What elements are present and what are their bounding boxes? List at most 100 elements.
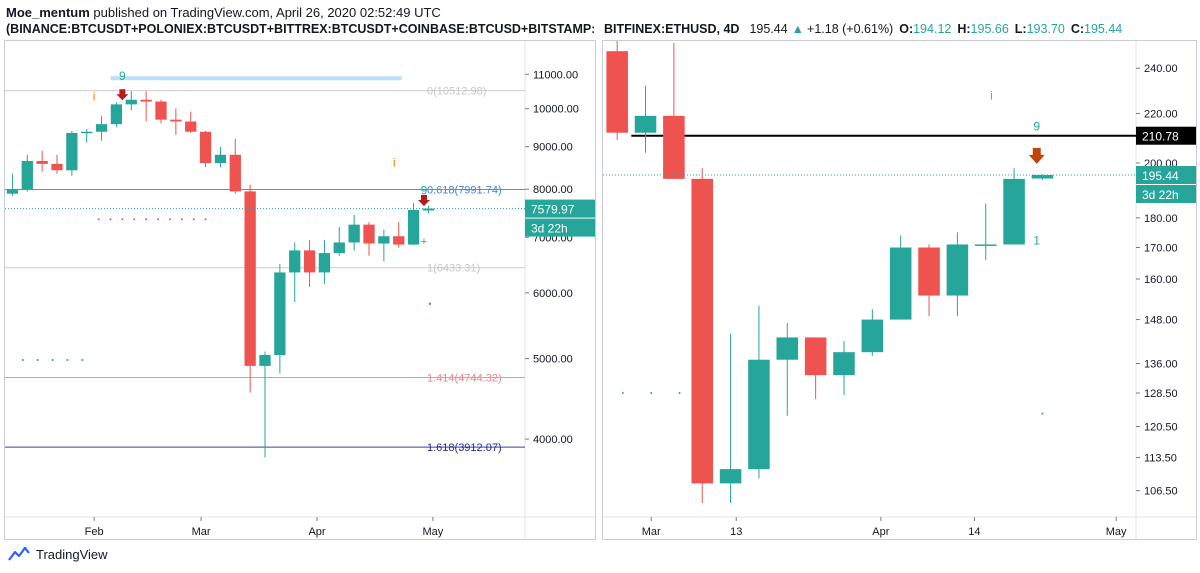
candle-body <box>155 101 167 120</box>
tradingview-logo-icon[interactable] <box>8 546 30 562</box>
candle-body <box>1031 175 1054 179</box>
candle-body <box>946 244 969 296</box>
candle-body <box>606 51 628 133</box>
candle-body <box>663 115 685 179</box>
y-tick-label: 220.00 <box>1144 108 1178 120</box>
high-label: H: <box>957 22 971 36</box>
candle-body <box>974 244 997 246</box>
eth-chart[interactable]: 106.50 113.50 120.50 128.50 136.00 148.00 160.… <box>603 41 1196 539</box>
y-tick-label: 9000.00 <box>533 142 573 154</box>
symbol-line: (BINANCE:BTCUSDT+POLONIEX:BTCUSDT+BITTRE… <box>6 21 1196 38</box>
x-tick-label: May <box>1106 526 1127 538</box>
dot-marker <box>97 218 100 221</box>
candle-body <box>363 224 375 244</box>
y-tick-label: 136.00 <box>1144 359 1178 371</box>
dot-marker <box>168 218 171 221</box>
fib-level-label: 0(10512.98) <box>427 86 486 98</box>
dot-marker <box>678 392 681 395</box>
dot-marker <box>81 359 84 362</box>
author-name[interactable]: Moe_mentum <box>6 5 90 20</box>
candle-body <box>918 247 940 296</box>
y-tick-label: 5000.00 <box>533 354 573 366</box>
level-price-label: 210.78 <box>1142 130 1179 144</box>
signal-marker: i <box>990 88 993 102</box>
candle-body <box>170 119 182 122</box>
candle-body <box>289 250 301 273</box>
candle-body <box>634 115 657 133</box>
chart-header: Moe_mentum published on TradingView.com,… <box>6 4 1196 38</box>
fib-level-label: 0.618(7991.74) <box>427 185 502 197</box>
signal-marker: i <box>393 155 396 169</box>
btc-chart-pane[interactable]: 4000.00 5000.00 6000.00 7000.00 8000.00 9000.… <box>4 40 596 540</box>
candle-body <box>51 163 63 171</box>
countdown-tag <box>525 218 595 237</box>
fib-level-label: 1.618(3912.07) <box>427 442 502 454</box>
x-tick-label: May <box>422 526 443 538</box>
high-value: 195.66 <box>970 22 1009 36</box>
x-tick-label: 13 <box>730 526 742 538</box>
publish-info: published on TradingView.com, April 26, … <box>93 5 441 20</box>
candle-body <box>804 337 827 376</box>
x-tick-label: Feb <box>85 526 104 538</box>
open-value: 194.12 <box>913 22 952 36</box>
plus-marker: + <box>421 236 427 248</box>
candle-body <box>333 242 345 254</box>
candle-body <box>407 210 420 245</box>
candle-body <box>185 121 197 132</box>
close-value: 195.44 <box>1084 22 1123 36</box>
candle-body <box>140 99 152 102</box>
candle-body <box>833 352 855 376</box>
x-tick-label: Apr <box>872 526 889 538</box>
right-symbol[interactable]: BITFINEX:ETHUSD, 4D <box>604 22 740 36</box>
candle-body <box>318 253 331 273</box>
candle-body <box>691 178 714 484</box>
dot-marker <box>36 359 39 362</box>
candle-body <box>889 247 912 320</box>
y-tick-label: 106.50 <box>1144 486 1178 498</box>
change-arrow-icon: ▲ <box>791 22 805 36</box>
y-tick-label: 11000.00 <box>533 69 578 81</box>
candle-body <box>719 469 742 484</box>
candle-body <box>303 250 316 273</box>
candle-body <box>214 154 227 164</box>
left-symbol[interactable]: (BINANCE:BTCUSDT+POLONIEX:BTCUSDT+BITTRE… <box>6 22 594 36</box>
candle-body <box>259 355 271 366</box>
dot-marker <box>145 218 148 221</box>
y-tick-label: 120.50 <box>1144 421 1178 433</box>
y-tick-label: 170.00 <box>1144 243 1178 255</box>
candle-body <box>1003 178 1025 245</box>
dot-marker <box>121 218 124 221</box>
dot-marker <box>428 302 432 306</box>
signal-marker: 9 <box>119 69 126 83</box>
y-tick-label: 6000.00 <box>533 288 573 300</box>
btc-chart[interactable]: 4000.005000.006000.007000.008000.009000.… <box>5 41 595 539</box>
candle-body <box>861 319 884 353</box>
candle-body <box>748 359 770 470</box>
dot-marker <box>157 218 160 221</box>
candle-body <box>6 189 19 194</box>
last-price-label: 7579.97 <box>531 203 575 217</box>
candle-body <box>95 124 108 132</box>
low-value: 193.70 <box>1026 22 1065 36</box>
last-price-tag <box>1136 166 1196 185</box>
y-tick-label: 160.00 <box>1144 274 1178 286</box>
candle-body <box>378 236 390 244</box>
x-tick-label: Mar <box>192 526 211 538</box>
footer: TradingView <box>8 546 108 562</box>
y-tick-label: 113.50 <box>1144 453 1177 465</box>
x-tick-label: 14 <box>968 526 980 538</box>
y-tick-label: 8000.00 <box>533 184 573 196</box>
low-label: L: <box>1014 22 1027 36</box>
y-tick-label: 10000.00 <box>533 104 579 116</box>
level-price-tag <box>1136 126 1196 145</box>
signal-marker: 1 <box>1033 233 1040 247</box>
countdown-label: 3d 22h <box>531 222 568 236</box>
signal-marker: i <box>93 89 96 103</box>
y-tick-label: 4000.00 <box>533 434 573 446</box>
candle-body <box>244 191 256 366</box>
tradingview-brand[interactable]: TradingView <box>36 546 108 562</box>
last-price-label: 195.44 <box>1142 169 1179 183</box>
sell-arrow-icon <box>116 89 129 101</box>
open-label: O: <box>899 22 914 36</box>
eth-chart-pane[interactable]: 106.50 113.50 120.50 128.50 136.00 148.00 160.… <box>602 40 1197 540</box>
